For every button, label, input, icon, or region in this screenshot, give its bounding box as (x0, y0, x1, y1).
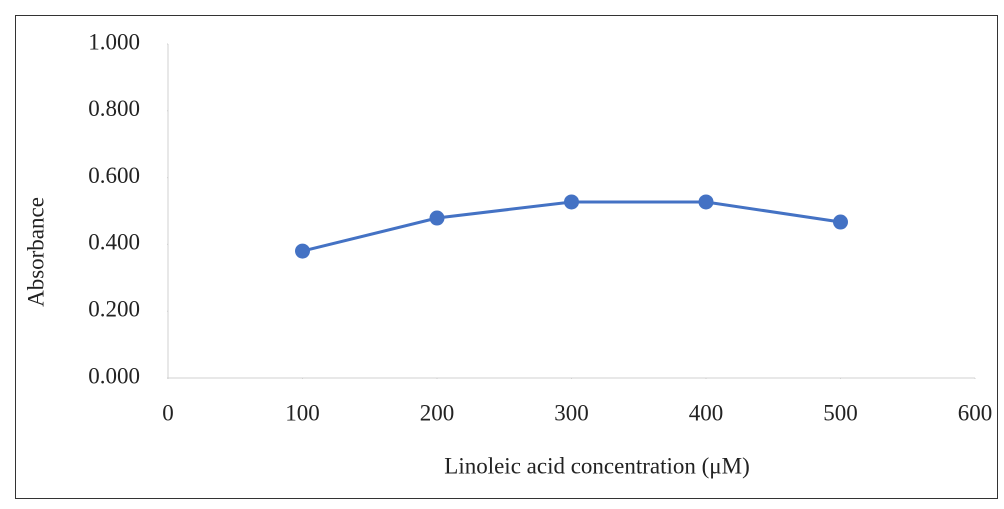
data-point (564, 194, 579, 210)
y-axis-label: Absorbance (23, 197, 48, 307)
y-tick-label: 0.200 (88, 296, 140, 321)
y-tick-label: 0.000 (88, 363, 140, 388)
x-tick-label: 500 (823, 400, 858, 425)
x-tick-label: 400 (689, 400, 724, 425)
x-tick-label: 200 (420, 400, 455, 425)
data-point (429, 210, 445, 226)
x-tick-label: 100 (285, 400, 320, 425)
y-tick-label: 0.400 (88, 230, 140, 255)
x-axis-label: Linoleic acid concentration (μM) (444, 453, 749, 478)
data-point (833, 214, 848, 230)
x-tick-label: 300 (554, 400, 589, 425)
y-tick-label: 1.000 (88, 29, 140, 54)
data-point (295, 243, 310, 259)
y-tick-label: 0.600 (88, 163, 140, 188)
y-tick-label: 0.800 (88, 96, 140, 121)
chart-frame (15, 15, 998, 499)
data-point (698, 194, 714, 210)
x-tick-label: 600 (958, 400, 993, 425)
x-tick-label: 0 (162, 400, 174, 425)
